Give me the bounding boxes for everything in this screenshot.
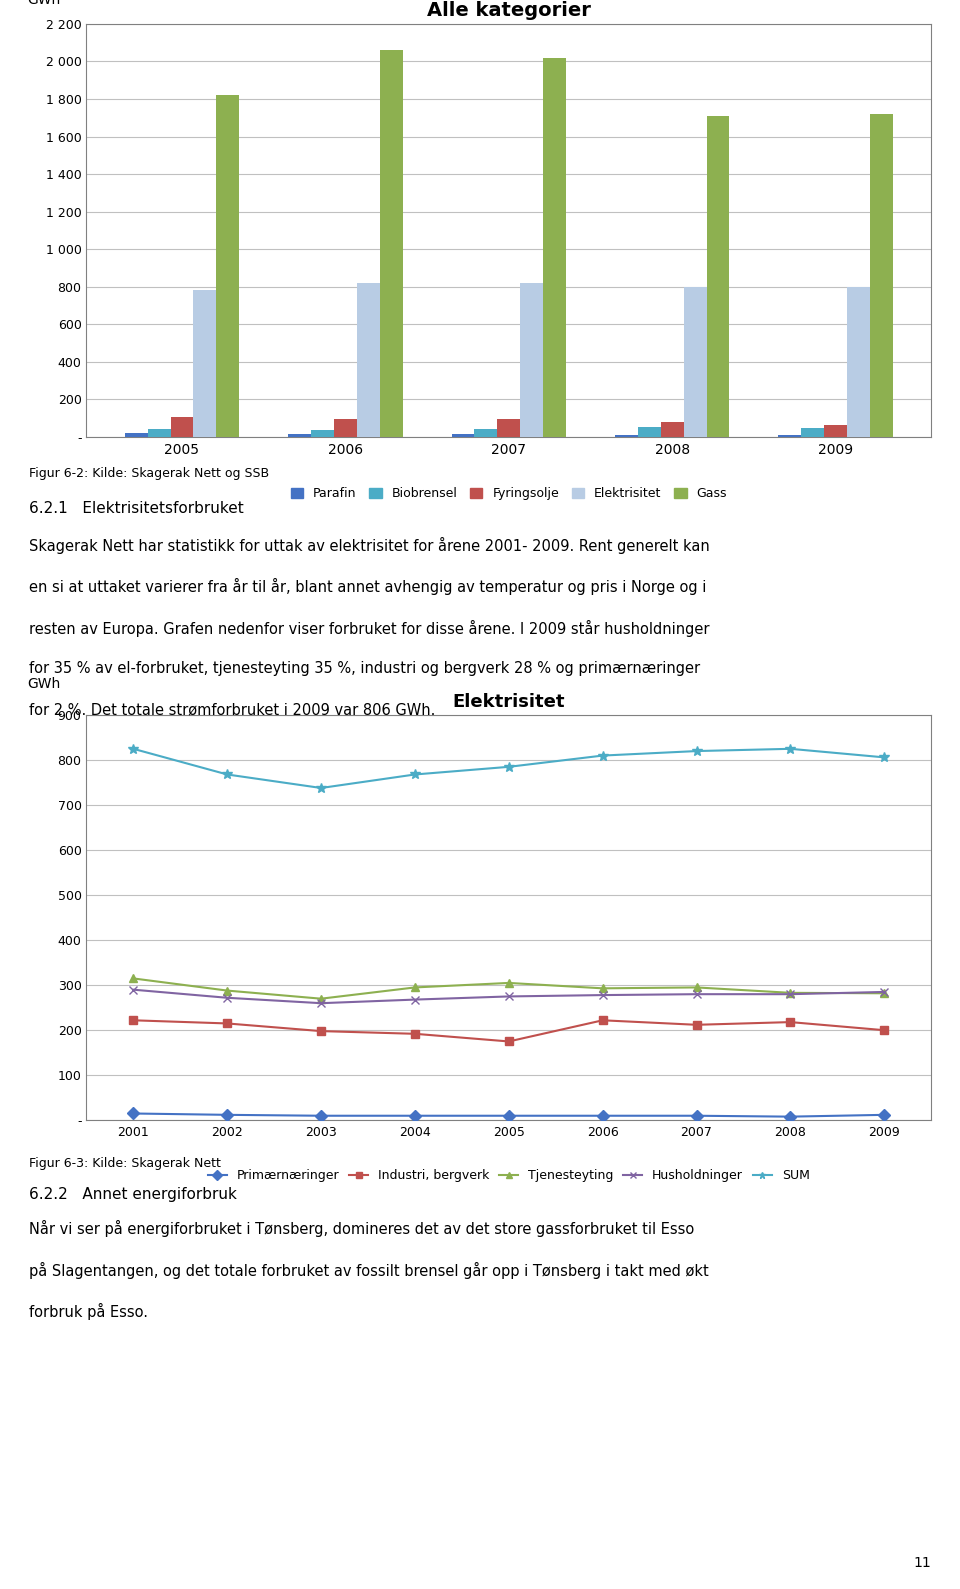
Tjenesteyting bbox=[503, 974, 515, 993]
Line: Industri, bergverk: Industri, bergverk bbox=[130, 1015, 888, 1046]
Tjenesteyting bbox=[597, 979, 609, 998]
Text: GWh: GWh bbox=[27, 677, 60, 691]
Industri, bergverk bbox=[503, 1031, 515, 1050]
Husholdninger bbox=[878, 982, 890, 1001]
Text: 6.2.2   Annet energiforbruk: 6.2.2 Annet energiforbruk bbox=[29, 1187, 237, 1201]
Bar bbox=[497, 419, 520, 437]
Text: 6.2.1   Elektrisitetsforbruket: 6.2.1 Elektrisitetsforbruket bbox=[29, 501, 244, 515]
Industri, bergverk bbox=[784, 1012, 796, 1031]
Industri, bergverk bbox=[878, 1020, 890, 1039]
Text: forbruk på Esso.: forbruk på Esso. bbox=[29, 1303, 148, 1320]
Legend: Primærnæringer, Industri, bergverk, Tjenesteyting, Husholdninger, SUM: Primærnæringer, Industri, bergverk, Tjen… bbox=[203, 1163, 815, 1187]
Bar bbox=[451, 434, 474, 437]
Text: for 35 % av el-forbruket, tjenesteyting 35 %, industri og bergverk 28 % og primæ: for 35 % av el-forbruket, tjenesteyting … bbox=[29, 661, 700, 675]
Bar bbox=[216, 95, 239, 437]
Primærnæringer bbox=[128, 1104, 139, 1123]
SUM bbox=[597, 745, 609, 764]
Title: Alle kategorier: Alle kategorier bbox=[427, 0, 590, 19]
Primærnæringer bbox=[409, 1106, 420, 1125]
Industri, bergverk bbox=[597, 1011, 609, 1030]
Bar bbox=[357, 283, 380, 437]
Tjenesteyting bbox=[409, 977, 420, 996]
Bar bbox=[311, 431, 334, 437]
Bar bbox=[288, 434, 311, 437]
Line: Primærnæringer: Primærnæringer bbox=[130, 1109, 888, 1120]
Husholdninger bbox=[409, 990, 420, 1009]
Tjenesteyting bbox=[315, 988, 326, 1009]
Primærnæringer bbox=[315, 1106, 326, 1125]
Industri, bergverk bbox=[222, 1014, 233, 1033]
Bar bbox=[637, 427, 660, 437]
Primærnæringer bbox=[222, 1106, 233, 1125]
Primærnæringer bbox=[878, 1106, 890, 1125]
Bar bbox=[520, 283, 543, 437]
Text: for 2 %. Det totale strømforbruket i 2009 var 806 GWh.: for 2 %. Det totale strømforbruket i 200… bbox=[29, 702, 435, 717]
Bar bbox=[870, 114, 893, 437]
Tjenesteyting bbox=[784, 984, 796, 1003]
SUM bbox=[878, 748, 890, 767]
Bar bbox=[474, 429, 497, 437]
Husholdninger bbox=[597, 985, 609, 1004]
Bar bbox=[380, 51, 402, 437]
Line: Husholdninger: Husholdninger bbox=[130, 985, 888, 1007]
Primærnæringer bbox=[597, 1106, 609, 1125]
Bar bbox=[802, 427, 825, 437]
Husholdninger bbox=[784, 985, 796, 1004]
SUM bbox=[128, 739, 139, 758]
Bar bbox=[125, 434, 148, 437]
Text: på Slagentangen, og det totale forbruket av fossilt brensel går opp i Tønsberg i: på Slagentangen, og det totale forbruket… bbox=[29, 1262, 708, 1279]
Industri, bergverk bbox=[128, 1011, 139, 1030]
Primærnæringer bbox=[691, 1106, 703, 1125]
Tjenesteyting bbox=[691, 977, 703, 996]
Text: resten av Europa. Grafen nedenfor viser forbruket for disse årene. I 2009 står h: resten av Europa. Grafen nedenfor viser … bbox=[29, 620, 709, 637]
Title: Elektrisitet: Elektrisitet bbox=[452, 693, 565, 710]
Industri, bergverk bbox=[691, 1015, 703, 1034]
Text: en si at uttaket varierer fra år til år, blant annet avhengig av temperatur og p: en si at uttaket varierer fra år til år,… bbox=[29, 578, 707, 596]
Primærnæringer bbox=[784, 1108, 796, 1127]
SUM bbox=[222, 764, 233, 783]
Text: GWh: GWh bbox=[27, 0, 60, 8]
Husholdninger bbox=[691, 985, 703, 1004]
Bar bbox=[193, 291, 216, 437]
Husholdninger bbox=[503, 987, 515, 1006]
SUM bbox=[409, 764, 420, 783]
Primærnæringer bbox=[503, 1106, 515, 1125]
Line: SUM: SUM bbox=[129, 744, 889, 793]
Bar bbox=[847, 286, 870, 437]
Text: Figur 6-3: Kilde: Skagerak Nett: Figur 6-3: Kilde: Skagerak Nett bbox=[29, 1157, 221, 1170]
Industri, bergverk bbox=[409, 1025, 420, 1044]
Bar bbox=[148, 429, 171, 437]
Bar bbox=[779, 435, 802, 437]
Husholdninger bbox=[128, 980, 139, 999]
Tjenesteyting bbox=[128, 969, 139, 988]
Bar bbox=[334, 419, 357, 437]
Line: Tjenesteyting: Tjenesteyting bbox=[130, 974, 888, 1003]
Text: Figur 6-2: Kilde: Skagerak Nett og SSB: Figur 6-2: Kilde: Skagerak Nett og SSB bbox=[29, 467, 269, 480]
Legend: Parafin, Biobrensel, Fyringsolje, Elektrisitet, Gass: Parafin, Biobrensel, Fyringsolje, Elektr… bbox=[285, 481, 732, 505]
Bar bbox=[543, 57, 566, 437]
Bar bbox=[171, 418, 193, 437]
Bar bbox=[707, 116, 730, 437]
Husholdninger bbox=[315, 993, 326, 1012]
Husholdninger bbox=[222, 988, 233, 1007]
Industri, bergverk bbox=[315, 1022, 326, 1041]
Text: Skagerak Nett har statistikk for uttak av elektrisitet for årene 2001- 2009. Ren: Skagerak Nett har statistikk for uttak a… bbox=[29, 537, 709, 555]
SUM bbox=[691, 742, 703, 761]
Text: 11: 11 bbox=[914, 1556, 931, 1570]
Tjenesteyting bbox=[222, 980, 233, 999]
Bar bbox=[825, 426, 847, 437]
SUM bbox=[315, 779, 326, 798]
Bar bbox=[615, 435, 637, 437]
Bar bbox=[660, 423, 684, 437]
SUM bbox=[784, 739, 796, 758]
Tjenesteyting bbox=[878, 984, 890, 1003]
Bar bbox=[684, 286, 707, 437]
Text: Når vi ser på energiforbruket i Tønsberg, domineres det av det store gassforbruk: Når vi ser på energiforbruket i Tønsberg… bbox=[29, 1220, 694, 1238]
SUM bbox=[503, 758, 515, 777]
